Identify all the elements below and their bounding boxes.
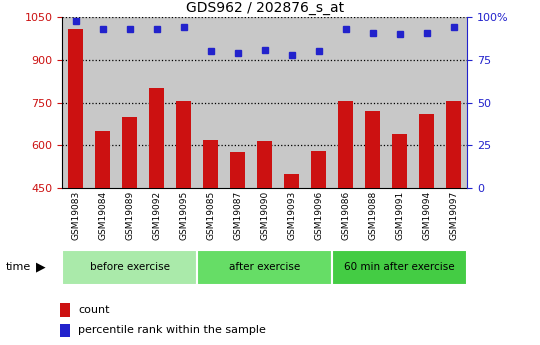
- Bar: [386, 17, 413, 188]
- Bar: [230, 152, 245, 188]
- Bar: [440, 17, 467, 188]
- Bar: [95, 131, 110, 188]
- Bar: [176, 101, 191, 188]
- Bar: [59, 304, 70, 317]
- Bar: [143, 17, 170, 188]
- Bar: [311, 151, 326, 188]
- Bar: [332, 17, 359, 188]
- Bar: [392, 134, 407, 188]
- Text: 60 min after exercise: 60 min after exercise: [345, 263, 455, 272]
- Bar: [59, 324, 70, 337]
- Bar: [68, 29, 83, 188]
- Bar: [116, 17, 143, 188]
- Bar: [149, 88, 164, 188]
- Bar: [413, 17, 440, 188]
- Bar: [359, 17, 386, 188]
- Text: before exercise: before exercise: [90, 263, 170, 272]
- Text: ▶: ▶: [36, 261, 45, 274]
- Bar: [122, 117, 137, 188]
- Title: GDS962 / 202876_s_at: GDS962 / 202876_s_at: [186, 1, 343, 15]
- Bar: [305, 17, 332, 188]
- Bar: [257, 141, 272, 188]
- Bar: [278, 17, 305, 188]
- Bar: [338, 101, 353, 188]
- Bar: [224, 17, 251, 188]
- Bar: [332, 250, 467, 285]
- Bar: [89, 17, 116, 188]
- Text: count: count: [78, 305, 110, 315]
- Bar: [446, 101, 461, 188]
- Bar: [284, 174, 299, 188]
- Bar: [365, 111, 380, 188]
- Bar: [197, 250, 332, 285]
- Bar: [419, 114, 434, 188]
- Bar: [62, 250, 197, 285]
- Text: time: time: [5, 263, 31, 272]
- Text: percentile rank within the sample: percentile rank within the sample: [78, 325, 266, 335]
- Bar: [170, 17, 197, 188]
- Bar: [197, 17, 224, 188]
- Bar: [251, 17, 278, 188]
- Bar: [203, 140, 218, 188]
- Bar: [62, 17, 89, 188]
- Text: after exercise: after exercise: [229, 263, 300, 272]
